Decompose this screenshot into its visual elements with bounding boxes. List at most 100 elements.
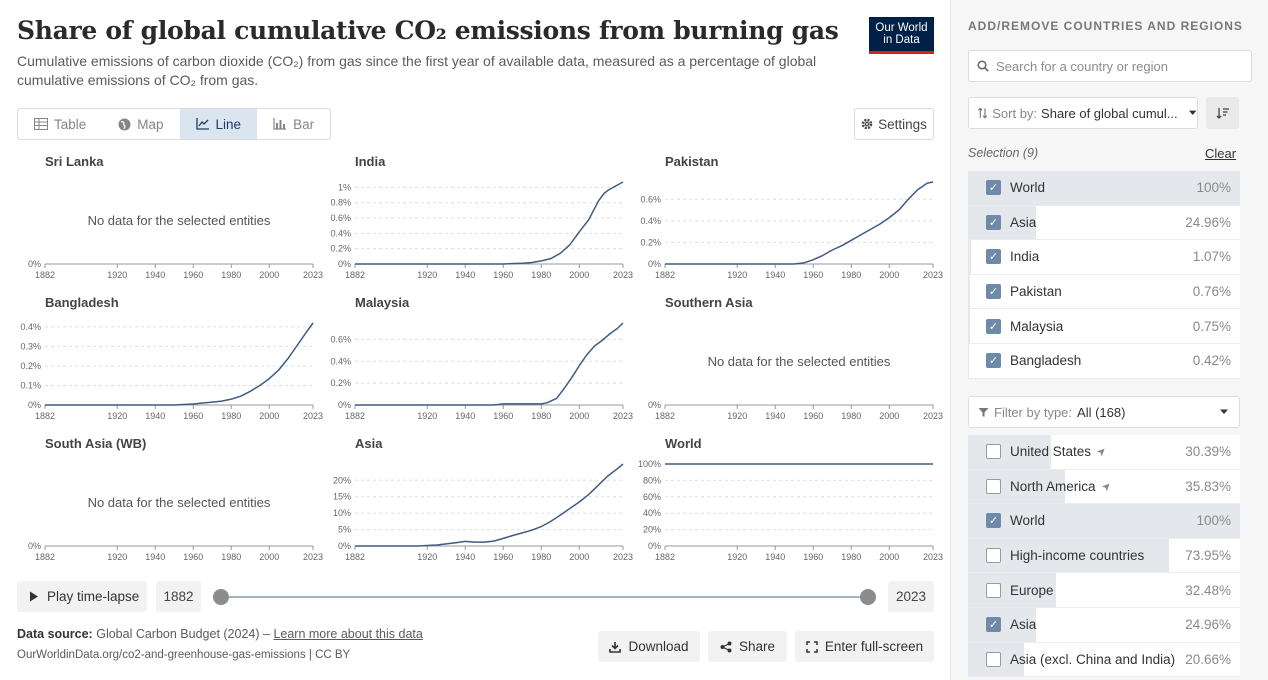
entity-row[interactable]: ✓ Bangladesh 0.42%: [968, 343, 1240, 379]
y-tick-label: 1%: [338, 182, 351, 192]
panel-title: India: [355, 154, 386, 169]
entity-row[interactable]: United States ➤ 30.39%: [968, 435, 1240, 470]
panel-title: Bangladesh: [45, 295, 119, 310]
filter-value: All (168): [1077, 404, 1126, 420]
checkbox[interactable]: ✓: [986, 180, 1001, 196]
entity-row[interactable]: ✓ India 1.07%: [968, 240, 1240, 275]
source-url[interactable]: OurWorldinData.org/co2-and-greenhouse-ga…: [17, 649, 351, 661]
x-tick-label: 1940: [455, 552, 475, 562]
share-bar: [968, 469, 1066, 504]
checkbox[interactable]: ✓: [986, 214, 1001, 230]
y-tick-label: 0.6%: [640, 194, 661, 204]
entity-name: India: [1010, 249, 1039, 264]
gear-icon: [861, 118, 873, 130]
y-tick-label: 0%: [338, 259, 351, 269]
y-tick-label: 0%: [648, 541, 661, 551]
x-tick-label: 1980: [221, 552, 241, 562]
checkbox[interactable]: [986, 478, 1001, 494]
clear-selection-link[interactable]: Clear: [1205, 146, 1237, 161]
checkbox[interactable]: [986, 444, 1001, 460]
entity-row[interactable]: North America ➤ 35.83%: [968, 469, 1240, 505]
entity-row[interactable]: ✓ World 100%: [968, 504, 1240, 539]
checkbox[interactable]: ✓: [986, 284, 1001, 300]
start-year[interactable]: 1882: [156, 581, 201, 612]
entity-name: Asia: [1010, 617, 1036, 632]
entity-row[interactable]: ✓ Asia 24.96%: [968, 205, 1240, 241]
entity-row[interactable]: Europe 32.48%: [968, 573, 1240, 608]
checkbox[interactable]: ✓: [986, 617, 1001, 633]
end-year[interactable]: 2023: [888, 581, 934, 612]
x-tick-label: 1960: [803, 552, 823, 562]
x-tick-label: 2000: [259, 411, 279, 421]
entity-label: India: [1010, 249, 1040, 265]
entity-row[interactable]: ✓ World 100%: [968, 171, 1240, 206]
chart-title: Share of global cumulative CO₂ emissions…: [17, 16, 839, 45]
checkbox[interactable]: ✓: [986, 249, 1001, 265]
x-tick-label: 1960: [183, 270, 203, 280]
sort-dropdown[interactable]: Sort by: Share of global cumul...: [968, 97, 1198, 129]
play-timelapse-button[interactable]: Play time-lapse: [17, 581, 147, 612]
owid-logo[interactable]: Our World in Data: [869, 17, 934, 54]
search-input[interactable]: Search for a country or region: [968, 50, 1252, 82]
fullscreen-button[interactable]: Enter full-screen: [795, 631, 934, 662]
tab-line[interactable]: Line: [179, 109, 258, 139]
checkbox[interactable]: [986, 582, 1001, 598]
logo-line-1: Our World: [875, 22, 928, 34]
x-tick-label: 1980: [531, 411, 551, 421]
entity-row[interactable]: ✓ Malaysia 0.75%: [968, 309, 1240, 344]
x-tick-label: 1940: [455, 411, 475, 421]
filter-type-dropdown[interactable]: Filter by type: All (168): [968, 396, 1240, 428]
share-button[interactable]: Share: [708, 631, 787, 662]
settings-button[interactable]: Settings: [854, 108, 934, 140]
sort-order-button[interactable]: [1206, 97, 1239, 129]
entity-value: 1.07%: [1192, 249, 1231, 265]
share-bar: [968, 504, 1240, 538]
view-tabs: Table Map Line Bar: [17, 108, 332, 140]
entity-value: 35.83%: [1185, 478, 1231, 494]
expand-icon: [806, 640, 818, 653]
y-tick-label: 0%: [338, 400, 351, 410]
share-bar: [968, 274, 971, 309]
y-tick-label: 0.6%: [330, 334, 351, 344]
sort-value: Share of global cumul...: [1041, 105, 1178, 121]
x-tick-label: 1960: [493, 411, 513, 421]
checkbox[interactable]: [986, 548, 1001, 564]
series-line: [355, 463, 624, 547]
table-icon: [34, 118, 48, 130]
entity-value: 20.66%: [1185, 651, 1231, 667]
entity-value: 0.76%: [1192, 284, 1231, 300]
line-chart-icon: [195, 118, 209, 130]
checkbox[interactable]: ✓: [986, 318, 1001, 334]
entity-row[interactable]: ✓ Asia 24.96%: [968, 607, 1240, 643]
entity-label: Malaysia: [1010, 318, 1064, 334]
sort-descending-icon: [1216, 108, 1229, 119]
timeline-track[interactable]: [221, 596, 868, 598]
y-tick-label: 0.4%: [20, 322, 41, 332]
location-arrow-icon: ➤: [1098, 479, 1114, 495]
checkbox[interactable]: ✓: [986, 513, 1001, 529]
learn-more-link[interactable]: Learn more about this data: [273, 627, 423, 641]
entity-row[interactable]: High-income countries 73.95%: [968, 538, 1240, 574]
entity-row[interactable]: Asia (excl. China and India) 20.66%: [968, 642, 1240, 678]
tab-map[interactable]: Map: [102, 109, 179, 139]
checkbox[interactable]: ✓: [986, 353, 1001, 369]
entity-value: 30.39%: [1185, 444, 1231, 460]
entity-name: North America ➤: [1010, 479, 1114, 495]
entity-value: 32.48%: [1185, 582, 1231, 598]
entity-name: World: [1010, 513, 1045, 528]
timeline-start-handle[interactable]: [213, 589, 229, 605]
share-bar: [968, 205, 1036, 240]
tab-table[interactable]: Table: [18, 109, 102, 139]
x-tick-label: 2023: [613, 552, 633, 562]
tab-bar[interactable]: Bar: [257, 109, 330, 139]
x-tick-label: 1920: [417, 411, 437, 421]
checkbox[interactable]: [986, 651, 1001, 667]
y-tick-label: 0.4%: [330, 356, 351, 366]
timeline-end-handle[interactable]: [860, 589, 876, 605]
entity-row[interactable]: ✓ Pakistan 0.76%: [968, 274, 1240, 310]
x-tick-label: 1940: [145, 411, 165, 421]
x-tick-label: 1920: [417, 552, 437, 562]
download-button[interactable]: Download: [598, 631, 700, 662]
x-tick-label: 1940: [765, 411, 785, 421]
